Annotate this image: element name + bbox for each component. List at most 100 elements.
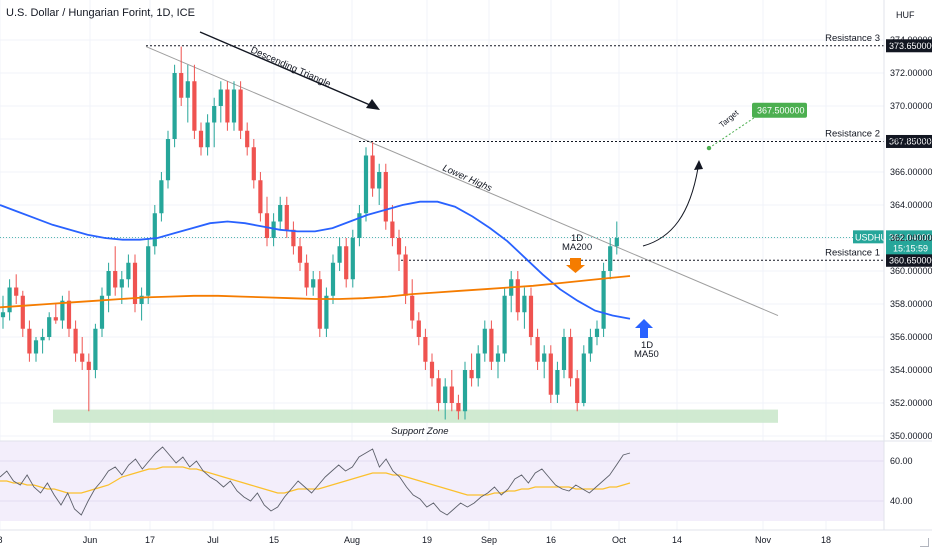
candle-body [470, 370, 474, 378]
candle-body [258, 180, 262, 213]
candle-body [298, 246, 302, 263]
candle-body [377, 172, 381, 189]
y-tick-label: 354.000000 [890, 365, 932, 375]
x-tick-label: Jul [207, 535, 219, 545]
candle-body [173, 73, 177, 139]
x-tick-label: Oct [612, 535, 627, 545]
y-tick-label: 372.000000 [890, 68, 932, 78]
candle-body [87, 362, 91, 370]
candle-body [265, 213, 269, 238]
candle-body [536, 337, 540, 362]
candle-body [54, 317, 58, 320]
candle-body [14, 288, 18, 296]
candle-body [239, 90, 243, 131]
candle-body [476, 354, 480, 379]
candle-body [34, 340, 38, 353]
candle-body [529, 296, 533, 337]
candle-body [582, 354, 586, 404]
y-tick-label: 358.000000 [890, 299, 932, 309]
candle-body [159, 180, 163, 213]
candle-body [324, 296, 328, 329]
candle-body [93, 329, 97, 370]
chart-title: U.S. Dollar / Hungarian Forint, 1D, ICE [6, 7, 195, 19]
candle-body [437, 378, 441, 403]
candle-body [47, 317, 51, 337]
settings-corner[interactable] [920, 538, 929, 547]
resistance-level-label: Resistance 3 [825, 33, 880, 44]
price-label-text: 360.650000 [889, 255, 932, 265]
y-tick-label: 352.000000 [890, 398, 932, 408]
candle-body [390, 222, 394, 239]
candle-body [126, 263, 130, 280]
candle-body [206, 123, 210, 148]
candle-body [496, 354, 500, 362]
candle-body [549, 354, 553, 395]
target-price-text: 367.500000 [757, 106, 805, 116]
ma50-label-line2: MA50 [634, 349, 659, 360]
candle-body [542, 354, 546, 362]
candle-body [503, 296, 507, 354]
candle-body [338, 246, 342, 263]
support-zone [53, 410, 778, 423]
candle-body [291, 230, 295, 247]
candle-body [588, 337, 592, 354]
candle-body [331, 263, 335, 296]
x-tick-label: 15 [269, 535, 279, 545]
candle-body [27, 329, 31, 354]
x-tick-label: Sep [481, 535, 497, 545]
candle-body [456, 403, 460, 411]
candle-body [351, 238, 355, 279]
candle-body [410, 296, 414, 321]
x-tick-label: 14 [672, 535, 682, 545]
resistance-level-label: Resistance 2 [825, 128, 880, 139]
candle-body [522, 296, 526, 313]
candle-body [212, 106, 216, 123]
candle-body [443, 387, 447, 404]
candle-body [404, 255, 408, 296]
candle-body [74, 329, 78, 354]
oscillator-panel [0, 441, 884, 521]
y-tick-label: 350.000000 [890, 431, 932, 441]
x-tick-label: 18 [821, 535, 831, 545]
countdown-text: 15:15:59 [893, 243, 928, 253]
x-tick-label: Aug [344, 535, 360, 545]
candle-body [166, 139, 170, 180]
y-tick-label: 368.000000 [890, 134, 932, 144]
candle-body [311, 279, 315, 287]
resistance-level-label: Resistance 1 [825, 247, 880, 258]
candle-body [417, 321, 421, 338]
candle-body [67, 301, 71, 329]
candle-body [595, 329, 599, 337]
candle-body [21, 296, 25, 329]
candle-body [8, 288, 12, 313]
candle-body [305, 263, 309, 288]
target-point [707, 146, 711, 150]
candle-body [80, 354, 84, 362]
candle-body [225, 90, 229, 123]
candle-body [516, 279, 520, 312]
currency-label: HUF [896, 10, 915, 20]
x-tick-label: 17 [145, 535, 155, 545]
candle-body [113, 271, 117, 288]
x-tick-label: 16 [546, 535, 556, 545]
candle-body [397, 238, 401, 255]
x-tick-label: 8 [0, 535, 3, 545]
candle-body [615, 238, 619, 246]
candle-body [463, 370, 467, 411]
candle-body [232, 90, 236, 123]
x-tick-label: Jun [83, 535, 98, 545]
candle-body [344, 246, 348, 279]
candle-body [1, 312, 5, 317]
candle-body [555, 370, 559, 395]
candle-body [483, 329, 487, 354]
candle-body [562, 337, 566, 370]
x-tick-label: Nov [755, 535, 772, 545]
candle-body [107, 271, 111, 296]
candle-body [199, 131, 203, 148]
candle-body [364, 156, 368, 214]
candle-body [153, 213, 157, 246]
osc-tick-label: 60.00 [890, 456, 913, 466]
candle-body [285, 205, 289, 230]
candle-body [245, 131, 249, 148]
